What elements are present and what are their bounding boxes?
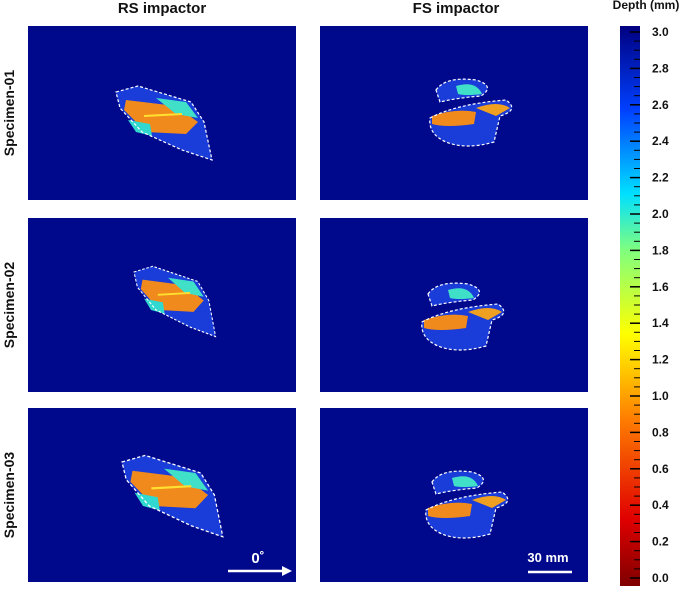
colorbar <box>620 26 640 586</box>
angle-label: 0˚ <box>251 550 264 567</box>
colorbar-tick-label: 0.8 <box>652 425 669 439</box>
column-title: FS impactor <box>413 0 500 17</box>
row-label: Specimen-01 <box>1 70 17 157</box>
colorbar-tick-label: 2.4 <box>652 134 669 148</box>
colorbar-tick-label: 1.6 <box>652 280 669 294</box>
colorbar-tick-label: 1.8 <box>652 243 669 257</box>
colorbar-tick-label: 0.0 <box>652 571 669 585</box>
colorbar-tick-label: 1.0 <box>652 389 669 403</box>
colorbar-tick-label: 3.0 <box>652 25 669 39</box>
colorbar-tick-label: 0.6 <box>652 462 669 476</box>
colorbar-tick-label: 1.4 <box>652 316 669 330</box>
colorbar-tick-label: 2.6 <box>652 98 669 112</box>
row-label: Specimen-02 <box>1 262 17 349</box>
row-label: Specimen-03 <box>1 452 17 539</box>
scale-label: 30 mm <box>527 550 568 565</box>
colorbar-ticks: 0.0 0.2 0.4 0.6 0.8 1.0 1.2 1.4 1.6 1.8 2.0 2.2 2.4 2… <box>630 25 669 585</box>
colorbar-tick-label: 2.2 <box>652 171 669 185</box>
c-scan-panel <box>320 408 588 582</box>
colorbar-title: Depth (mm) <box>613 0 680 12</box>
c-scan-panel <box>320 218 588 392</box>
colorbar-tick-label: 2.8 <box>652 61 669 75</box>
colorbar-tick-label: 0.4 <box>652 498 669 512</box>
colorbar-tick-label: 0.2 <box>652 535 669 549</box>
colorbar-tick-label: 2.0 <box>652 207 669 221</box>
arrow-head <box>282 566 292 576</box>
column-title: RS impactor <box>118 0 207 17</box>
panels <box>28 26 588 582</box>
colorbar-tick-label: 1.2 <box>652 353 669 367</box>
